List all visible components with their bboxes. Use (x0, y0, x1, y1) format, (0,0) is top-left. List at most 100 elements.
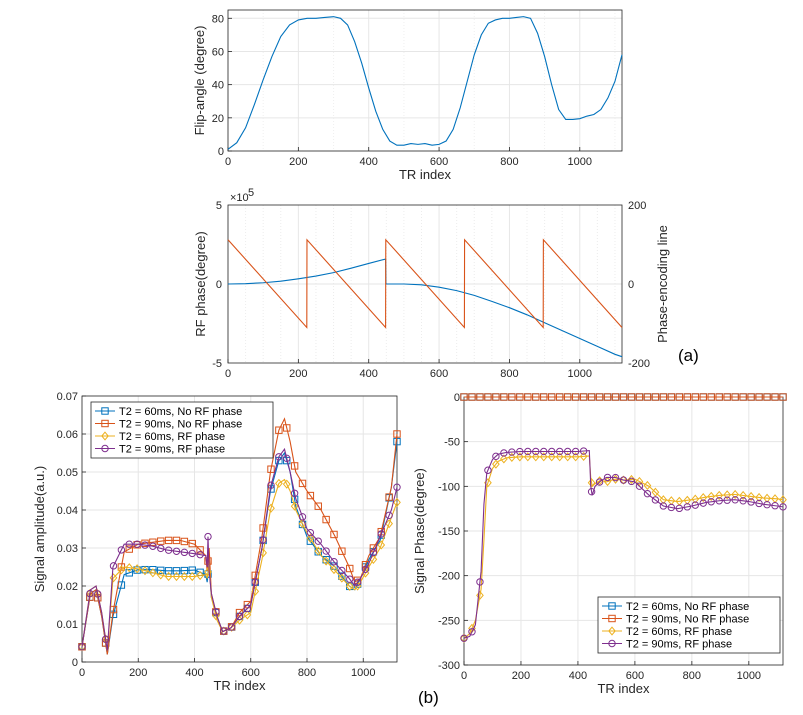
y-tick-label: 0.06 (57, 429, 78, 441)
series-line-t2-90ms-rf-phase (463, 450, 784, 639)
data-point-marker (109, 573, 118, 583)
data-point-marker (771, 502, 779, 510)
data-point-marker (346, 564, 354, 573)
data-point-marker (699, 393, 707, 401)
data-point-marker (338, 566, 346, 575)
data-point-marker (779, 393, 787, 401)
data-point-marker (531, 452, 540, 462)
data-point-marker (314, 537, 322, 545)
data-point-marker (314, 502, 322, 510)
legend-entry: T2 = 60ms, RF phase (119, 431, 225, 443)
data-point-marker (532, 393, 540, 401)
data-point-marker (306, 533, 315, 543)
data-point-marker (492, 393, 500, 401)
data-point-marker (385, 519, 393, 529)
data-point-marker (133, 540, 141, 548)
data-point-marker (635, 393, 644, 401)
data-point-marker (771, 393, 779, 401)
data-point-marker (346, 575, 354, 583)
data-point-marker (547, 452, 556, 462)
data-point-marker (516, 393, 524, 401)
data-point-marker (101, 431, 109, 441)
data-point-marker (468, 393, 476, 401)
data-point-marker (78, 643, 86, 651)
data-point-marker (251, 586, 260, 596)
data-point-marker (667, 503, 676, 512)
x-tick-label: 400 (185, 667, 203, 679)
data-point-marker (275, 453, 283, 461)
data-point-marker (523, 452, 532, 462)
data-point-marker (369, 548, 378, 557)
data-point-marker (385, 511, 393, 520)
data-point-marker (683, 393, 691, 401)
y2-tick-label: 0 (628, 279, 634, 291)
data-point-marker (93, 589, 102, 599)
series-line-t2-60ms-rf-phase (463, 455, 784, 639)
data-point-marker (548, 393, 556, 401)
data-point-marker (484, 393, 492, 401)
data-point-marker (627, 393, 636, 401)
data-point-marker (579, 447, 588, 455)
data-point-marker (86, 589, 94, 599)
data-point-marker (747, 498, 755, 506)
data-point-marker (715, 393, 723, 401)
data-point-marker (330, 557, 338, 566)
data-point-marker (393, 483, 401, 491)
data-point-marker (619, 476, 628, 484)
data-point-marker (731, 489, 740, 500)
data-point-marker (595, 478, 604, 486)
data-point-marker (747, 393, 755, 401)
data-point-marker (492, 459, 500, 469)
data-point-marker (675, 393, 684, 401)
data-point-marker (667, 393, 676, 401)
y-tick-label: 20 (212, 113, 224, 125)
data-point-marker (659, 393, 668, 401)
data-point-marker (651, 487, 660, 497)
data-point-marker (314, 546, 323, 556)
data-point-marker (204, 567, 212, 577)
data-point-marker (723, 490, 732, 500)
y-tick-label: 60 (212, 46, 224, 58)
data-point-marker (492, 452, 500, 461)
data-point-marker (739, 490, 747, 501)
data-point-marker (627, 474, 636, 485)
x-tick-label: 400 (569, 670, 587, 682)
data-point-marker (539, 452, 548, 462)
data-point-marker (643, 393, 652, 401)
data-point-marker (282, 479, 291, 489)
data-point-marker (571, 393, 580, 401)
y-tick-label: 0.02 (57, 581, 78, 593)
data-point-marker (571, 447, 580, 456)
data-point-marker (164, 567, 173, 575)
data-point-marker (515, 452, 524, 462)
data-point-marker (196, 570, 204, 581)
data-point-marker (196, 546, 204, 554)
data-point-marker (675, 504, 684, 513)
data-point-marker (556, 393, 564, 401)
data-point-marker (579, 451, 588, 461)
data-point-marker (338, 547, 346, 555)
y2-tick-label: 200 (628, 200, 646, 212)
data-point-marker (188, 549, 196, 558)
data-point-marker (149, 568, 157, 578)
x-axis-label: TR index (399, 167, 452, 182)
y-tick-label: 0 (216, 279, 222, 291)
x-tick-label: 1000 (568, 368, 592, 380)
data-point-marker (251, 578, 259, 586)
x-tick-label: 600 (430, 368, 448, 380)
data-point-marker (723, 496, 731, 504)
data-point-marker (500, 393, 508, 401)
data-point-marker (643, 480, 652, 491)
data-point-marker (164, 546, 173, 554)
data-point-marker (587, 478, 596, 488)
data-point-marker (608, 639, 616, 648)
y-tick-label: 0.01 (57, 619, 78, 631)
x-tick-label: 200 (289, 156, 307, 168)
data-point-marker (763, 393, 771, 401)
data-point-marker (101, 407, 109, 415)
data-point-marker (611, 393, 620, 401)
data-point-marker (275, 478, 283, 488)
data-point-marker (635, 482, 644, 490)
